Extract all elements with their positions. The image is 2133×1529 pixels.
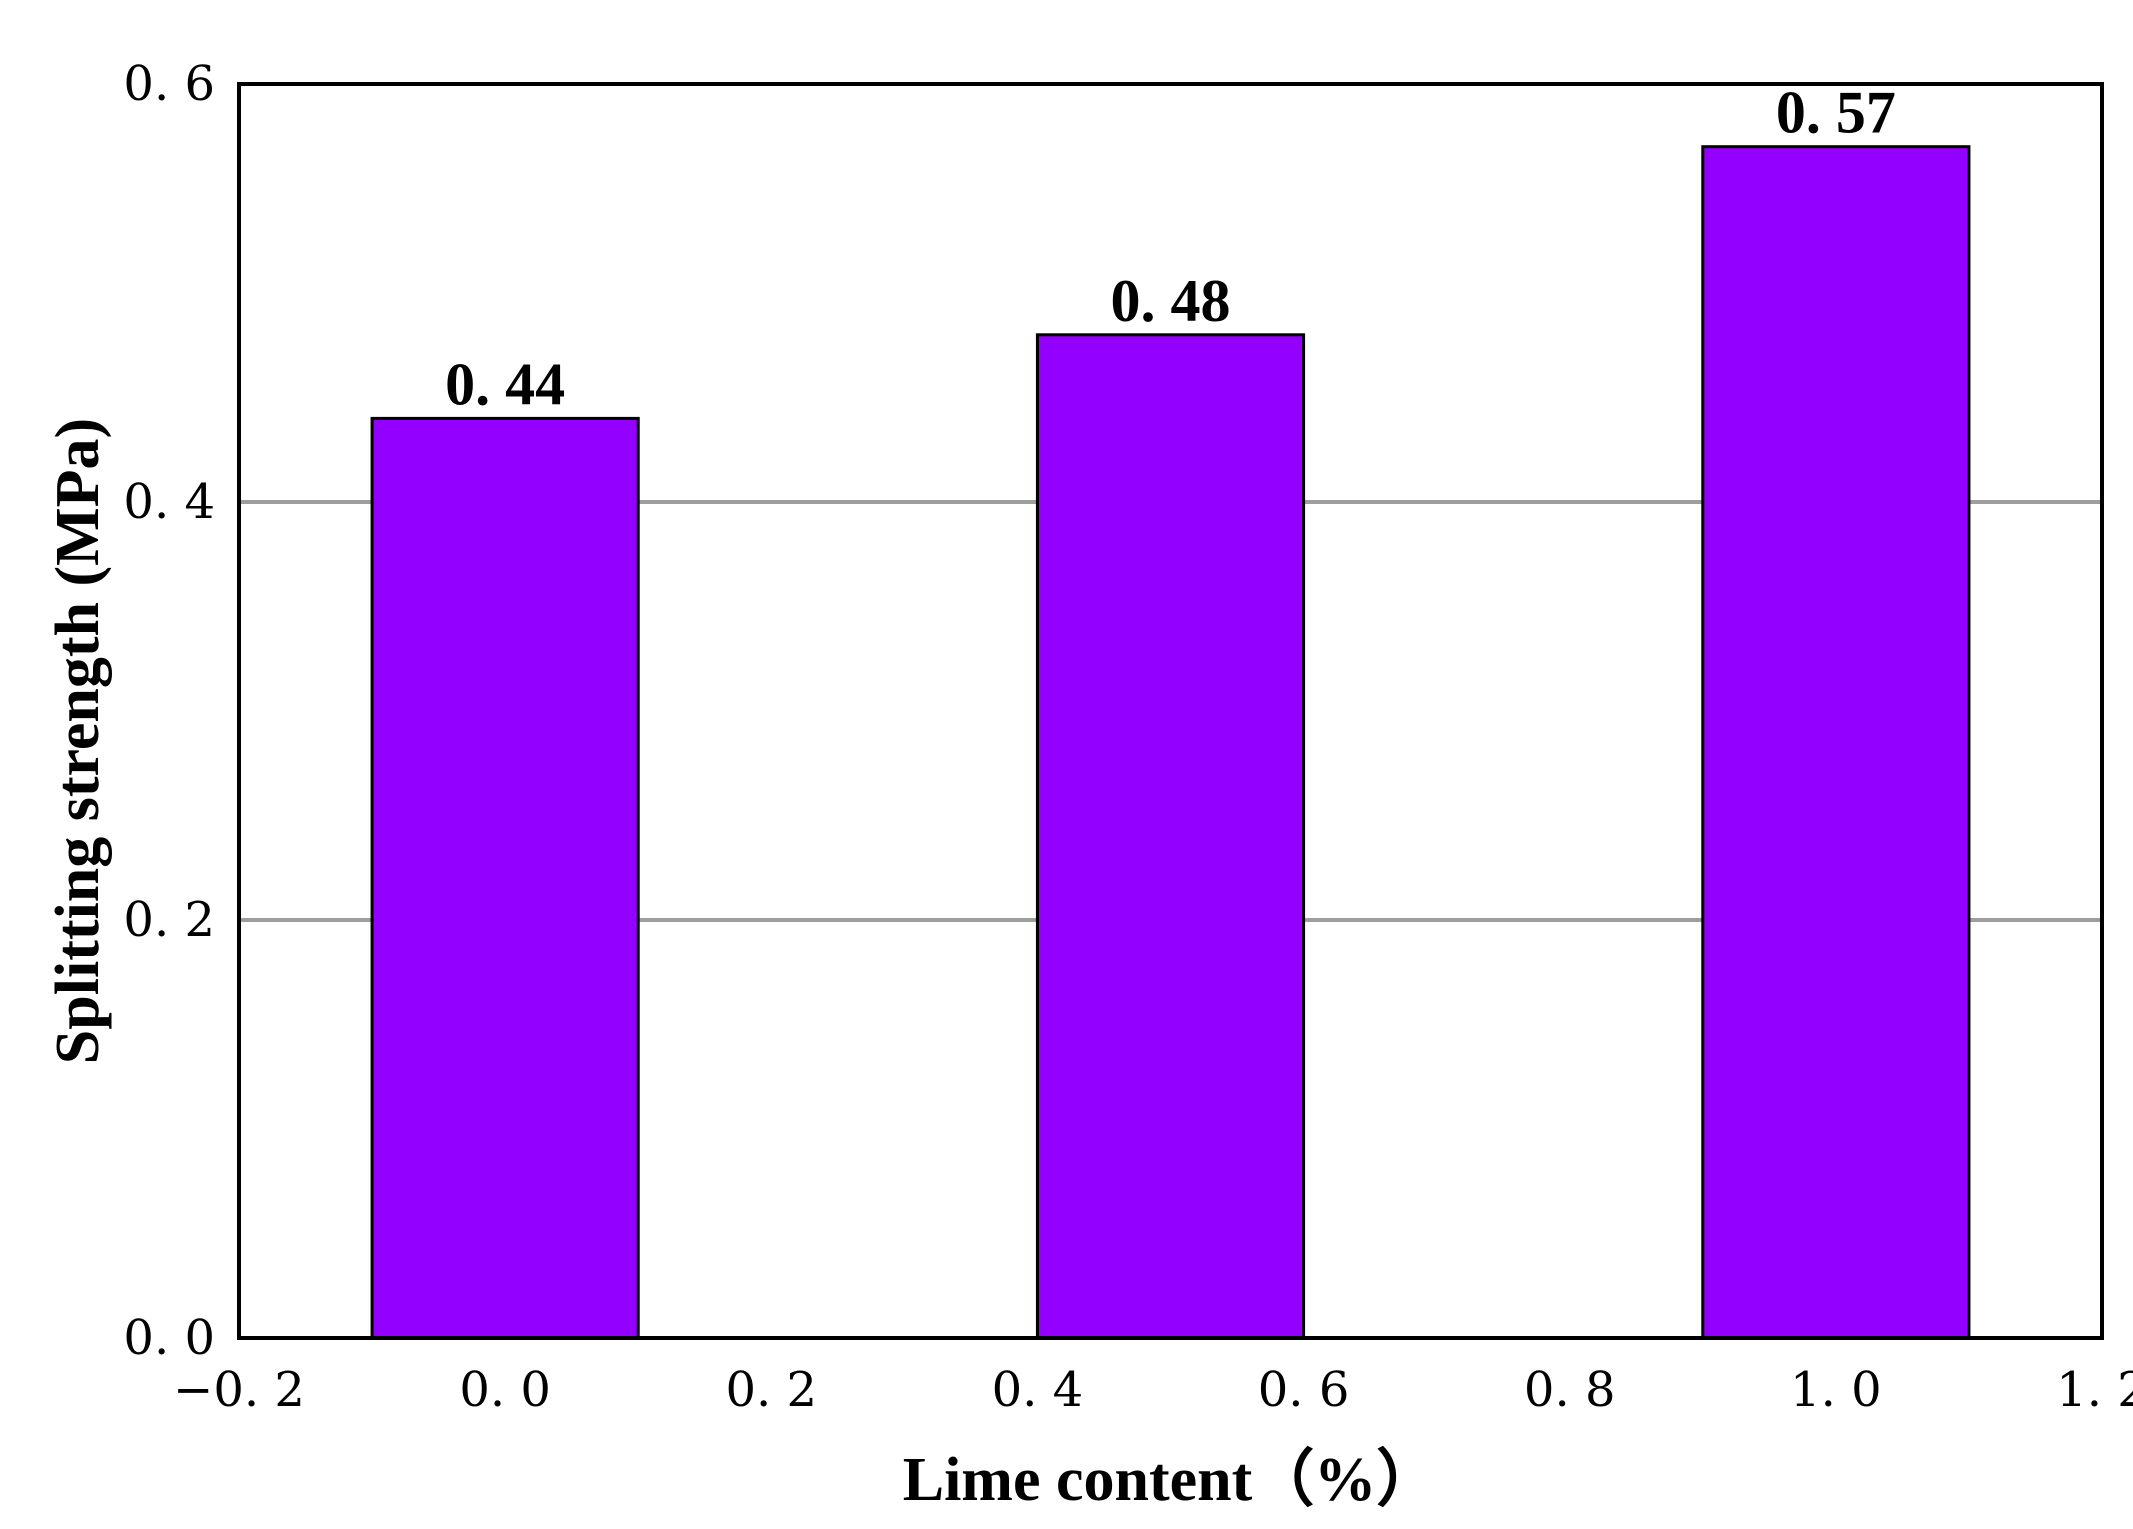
data-labels: 0. 44 0. 48 0. 57 xyxy=(445,80,1896,418)
data-label-1: 0. 48 xyxy=(1111,268,1231,334)
x-tick-label-6: 1. 0 xyxy=(1790,1362,1882,1418)
bars xyxy=(370,145,1971,1340)
x-tick-label-3: 0. 4 xyxy=(992,1362,1084,1418)
y-tick-label-0: 0. 0 xyxy=(123,1310,215,1366)
x-tick-label-4: 0. 6 xyxy=(1258,1362,1350,1418)
data-label-0: 0. 44 xyxy=(445,351,565,417)
y-tick-label-2: 0. 4 xyxy=(123,474,215,530)
y-tick-label-3: 0. 6 xyxy=(123,56,215,112)
y-axis-title: Splitting strength (MPa) xyxy=(44,418,112,1064)
x-tick-label-1: 0. 0 xyxy=(459,1362,551,1418)
tick-labels: −0. 2 0. 0 0. 2 0. 4 0. 6 0. 8 1. 0 1. 20. 00. … xyxy=(123,56,2133,1418)
bar-0 xyxy=(370,416,640,1340)
x-tick-label-0: −0. 2 xyxy=(173,1362,305,1418)
x-tick-label-5: 0. 8 xyxy=(1524,1362,1616,1418)
bar-1 xyxy=(1035,333,1306,1340)
data-label-2: 0. 57 xyxy=(1776,80,1896,146)
x-axis-title: Lime content（%） xyxy=(903,1444,1439,1514)
x-tick-label-2: 0. 2 xyxy=(725,1362,817,1418)
plot-frame xyxy=(237,82,2104,1340)
bar-2 xyxy=(1701,145,1971,1340)
y-tick-label-1: 0. 2 xyxy=(123,892,215,948)
x-tick-label-7: 1. 2 xyxy=(2056,1362,2133,1418)
